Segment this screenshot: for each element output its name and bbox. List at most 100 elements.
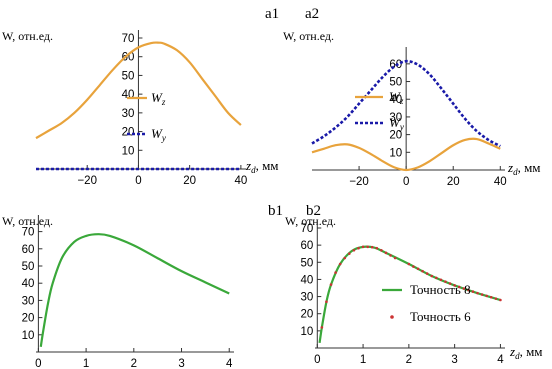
panel-b1: b1 W, отн.ед. 10 20 30 40 50 60 70 0 1 2 3 4 [2, 203, 283, 369]
y-tick-label: 50 [122, 70, 135, 82]
y-tick-label: 10 [22, 330, 35, 342]
data-point [439, 278, 443, 282]
x-tick-label: 2 [406, 354, 412, 366]
x-tick-label: 20 [447, 176, 460, 188]
data-point [393, 256, 397, 260]
panel-b2: b2W, отн.ед. 10 20 30 40 50 60 70 0 1 2 3 4 zd, мм Точ… [285, 203, 543, 366]
x-tick-label: 0 [403, 176, 409, 188]
data-point [380, 248, 383, 252]
panel-label: b2 [306, 203, 321, 219]
data-point [421, 269, 424, 273]
x-tick-label: −20 [349, 176, 369, 188]
data-point [366, 245, 369, 249]
x-tick-label: 3 [178, 358, 184, 369]
data-point [357, 246, 360, 250]
data-point [435, 276, 438, 280]
y-tick-label: 10 [300, 326, 313, 338]
data-point [389, 254, 392, 257]
data-point [320, 326, 324, 329]
data-point [407, 262, 411, 266]
y-tick-label: 20 [22, 313, 35, 325]
legend-label: Wz [389, 89, 404, 106]
x-tick-label: 40 [234, 175, 247, 187]
legend-marker [390, 315, 394, 319]
y-tick-label: 60 [300, 240, 313, 252]
data-point [480, 293, 484, 296]
y-tick-label: 60 [122, 52, 135, 64]
data-point [453, 284, 456, 287]
series-line [35, 41, 242, 140]
y-tick-label: 40 [122, 89, 135, 101]
x-tick-label: −20 [77, 175, 97, 187]
data-point [430, 274, 434, 278]
y-tick-label: 20 [300, 309, 313, 321]
panel-label: a1 [265, 6, 279, 22]
data-point [325, 300, 328, 304]
series-line [39, 233, 230, 348]
y-tick-label: 50 [22, 261, 35, 273]
data-point [348, 252, 351, 256]
y-tick-label: 10 [389, 147, 402, 159]
data-point [375, 246, 379, 250]
x-tick-label: 0 [314, 354, 320, 366]
x-tick-label: 2 [131, 358, 137, 369]
data-point [489, 295, 493, 299]
y-tick-label: 30 [300, 292, 313, 304]
data-point [476, 291, 479, 295]
legend-label: Точность 6 [410, 309, 471, 324]
x-tick-label: 40 [494, 176, 507, 188]
y-tick-label: 40 [300, 274, 313, 286]
x-tick-label: 0 [135, 175, 141, 187]
y-tick-label: 20 [389, 130, 402, 142]
y-tick-label: 10 [122, 145, 135, 157]
legend-label: Точность 8 [410, 282, 471, 297]
data-point [370, 245, 374, 249]
panel-label: a2 [305, 6, 319, 22]
data-point [343, 256, 347, 260]
x-axis-label: zd, мм [507, 160, 541, 177]
x-tick-label: 20 [183, 175, 196, 187]
series-line [311, 137, 501, 172]
legend-label: Wy [389, 115, 404, 132]
y-tick-label: 30 [389, 112, 402, 124]
data-point [448, 282, 452, 285]
x-axis-label: zd, мм [245, 158, 279, 175]
x-axis-label: zd, мм [509, 344, 543, 361]
data-point [457, 285, 461, 289]
y-axis-label: W, отн.ед. [2, 29, 53, 43]
x-tick-label: 1 [360, 354, 366, 366]
y-tick-label: 20 [122, 127, 135, 139]
y-axis-label: W, отн.ед. [2, 214, 53, 228]
data-point [329, 283, 333, 286]
data-point [338, 262, 342, 266]
y-tick-label: 50 [300, 257, 313, 269]
legend-label: Wz [151, 90, 166, 107]
y-axis-label: W, отн.ед. [283, 29, 334, 43]
data-point [485, 294, 488, 298]
x-tick-label: 3 [451, 354, 457, 366]
data-point [444, 280, 447, 283]
panel-label: b1 [268, 203, 283, 219]
data-point [352, 248, 356, 252]
x-tick-label: 4 [497, 354, 504, 366]
data-point [412, 265, 415, 268]
data-point [384, 251, 388, 255]
y-tick-label: 70 [300, 223, 313, 235]
y-tick-label: 70 [122, 33, 135, 45]
x-tick-label: 0 [35, 358, 41, 369]
data-point [462, 287, 466, 290]
data-point [361, 245, 365, 249]
x-tick-label: 1 [83, 358, 89, 369]
data-point [471, 290, 475, 293]
y-tick-label: 30 [122, 108, 135, 120]
data-point [494, 297, 498, 300]
y-tick-label: 70 [22, 227, 35, 239]
y-tick-label: 60 [22, 244, 35, 256]
y-tick-label: 40 [389, 94, 402, 106]
data-point [467, 288, 470, 292]
legend-label: Wy [151, 126, 166, 143]
data-point [416, 267, 420, 271]
